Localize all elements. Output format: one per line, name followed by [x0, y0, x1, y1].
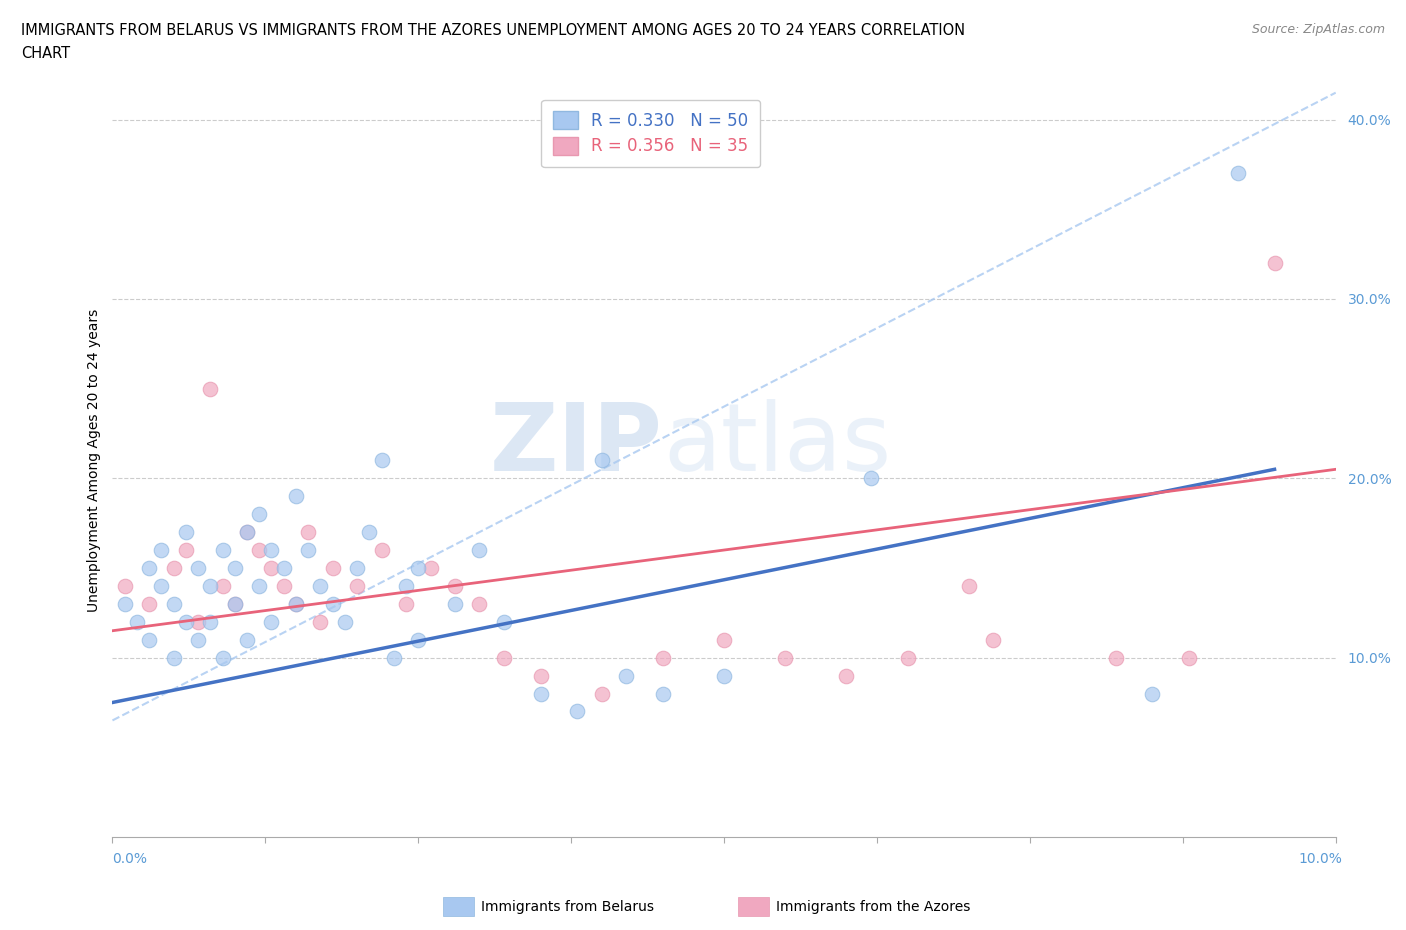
Point: [897, 650, 920, 665]
Point: [370, 542, 392, 557]
Text: IMMIGRANTS FROM BELARUS VS IMMIGRANTS FROM THE AZORES UNEMPLOYMENT AMONG AGES 20: IMMIGRANTS FROM BELARUS VS IMMIGRANTS FR…: [21, 23, 965, 38]
Point: [652, 686, 675, 701]
Point: [114, 578, 136, 593]
Point: [247, 578, 270, 593]
Point: [652, 650, 675, 665]
Point: [1142, 686, 1164, 701]
Point: [444, 596, 467, 611]
Point: [333, 615, 356, 630]
Point: [1264, 256, 1286, 271]
Point: [297, 525, 319, 539]
Point: [1226, 166, 1249, 180]
Point: [200, 381, 222, 396]
Point: [273, 578, 295, 593]
Point: [382, 650, 405, 665]
Point: [775, 650, 797, 665]
Point: [187, 632, 209, 647]
Text: ZIP: ZIP: [491, 399, 664, 491]
Point: [346, 561, 368, 576]
Point: [224, 596, 246, 611]
Point: [408, 561, 430, 576]
Point: [174, 615, 197, 630]
Point: [163, 650, 186, 665]
Point: [260, 615, 283, 630]
Point: [713, 668, 735, 683]
Text: 10.0%: 10.0%: [1299, 852, 1343, 866]
Point: [284, 489, 308, 504]
Point: [591, 453, 613, 468]
Point: [713, 632, 735, 647]
Point: [163, 596, 186, 611]
Point: [125, 615, 148, 630]
Point: [247, 542, 270, 557]
Point: [163, 561, 186, 576]
Point: [224, 561, 246, 576]
Text: Immigrants from Belarus: Immigrants from Belarus: [481, 899, 654, 914]
Point: [284, 596, 308, 611]
Point: [492, 615, 515, 630]
Point: [114, 596, 136, 611]
Point: [957, 578, 980, 593]
Text: Source: ZipAtlas.com: Source: ZipAtlas.com: [1251, 23, 1385, 36]
Point: [284, 596, 308, 611]
Legend: R = 0.330   N = 50, R = 0.356   N = 35: R = 0.330 N = 50, R = 0.356 N = 35: [541, 100, 761, 166]
Y-axis label: Unemployment Among Ages 20 to 24 years: Unemployment Among Ages 20 to 24 years: [87, 309, 101, 612]
Point: [224, 596, 246, 611]
Point: [174, 525, 197, 539]
Point: [211, 542, 233, 557]
Point: [322, 561, 344, 576]
Text: atlas: atlas: [664, 399, 891, 491]
Point: [1104, 650, 1126, 665]
Point: [419, 561, 441, 576]
Point: [138, 632, 160, 647]
Point: [309, 578, 332, 593]
Point: [211, 650, 233, 665]
Text: Immigrants from the Azores: Immigrants from the Azores: [776, 899, 970, 914]
Point: [468, 596, 491, 611]
Point: [981, 632, 1004, 647]
Point: [1178, 650, 1201, 665]
Point: [359, 525, 381, 539]
Point: [859, 471, 882, 485]
Point: [200, 615, 222, 630]
Point: [567, 704, 589, 719]
Point: [260, 542, 283, 557]
Point: [138, 596, 160, 611]
Point: [247, 507, 270, 522]
Point: [591, 686, 613, 701]
Text: CHART: CHART: [21, 46, 70, 61]
Point: [236, 525, 259, 539]
Point: [530, 668, 553, 683]
Point: [200, 578, 222, 593]
Point: [150, 542, 173, 557]
Point: [138, 561, 160, 576]
Point: [468, 542, 491, 557]
Text: 0.0%: 0.0%: [112, 852, 148, 866]
Point: [835, 668, 858, 683]
Point: [322, 596, 344, 611]
Point: [395, 578, 418, 593]
Point: [395, 596, 418, 611]
Point: [187, 561, 209, 576]
Point: [492, 650, 515, 665]
Point: [150, 578, 173, 593]
Point: [273, 561, 295, 576]
Point: [260, 561, 283, 576]
Point: [174, 542, 197, 557]
Point: [211, 578, 233, 593]
Point: [346, 578, 368, 593]
Point: [444, 578, 467, 593]
Point: [370, 453, 392, 468]
Point: [614, 668, 637, 683]
Point: [530, 686, 553, 701]
Point: [236, 632, 259, 647]
Point: [236, 525, 259, 539]
Point: [187, 615, 209, 630]
Point: [309, 615, 332, 630]
Point: [408, 632, 430, 647]
Point: [297, 542, 319, 557]
